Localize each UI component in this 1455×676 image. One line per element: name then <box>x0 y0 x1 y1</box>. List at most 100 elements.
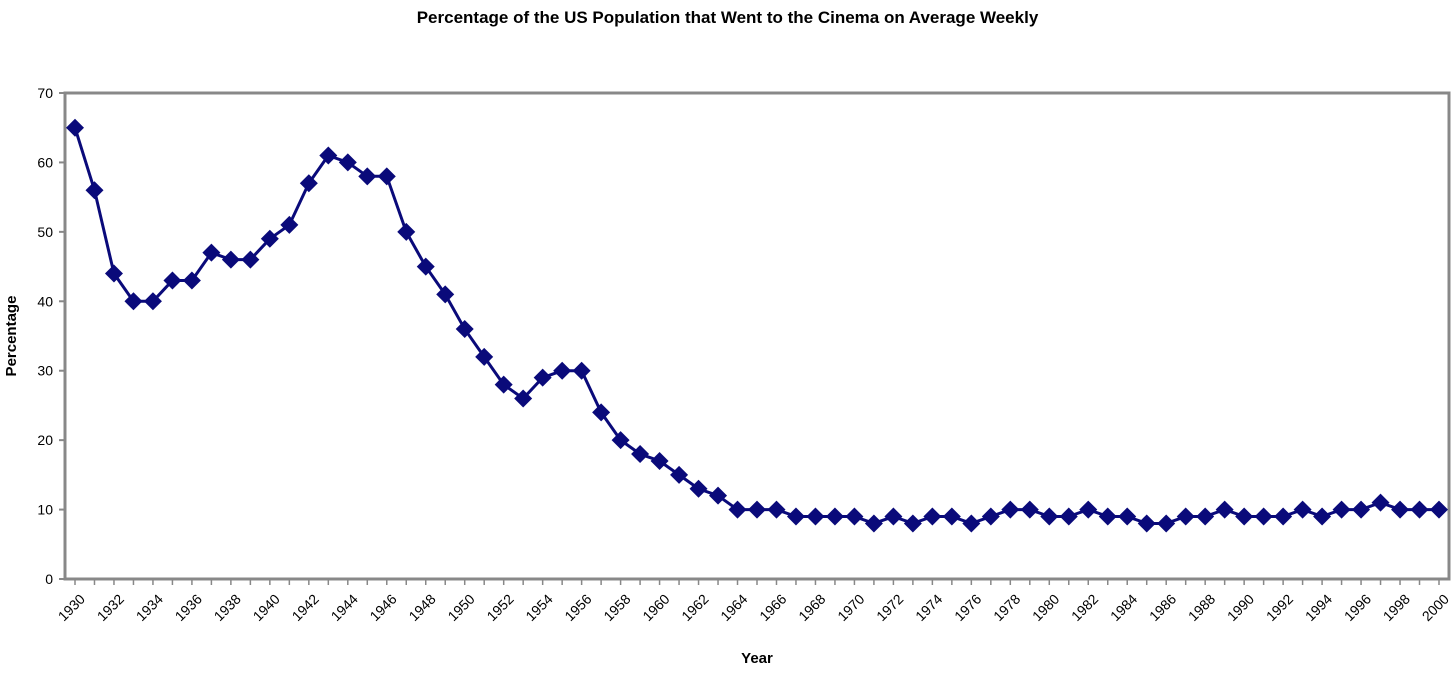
x-tick-label: 1948 <box>405 591 438 624</box>
data-point-marker <box>611 431 630 450</box>
data-point-marker <box>689 479 708 498</box>
data-point-marker <box>903 514 922 533</box>
y-tick-label: 50 <box>37 224 53 240</box>
data-point-marker <box>962 514 981 533</box>
data-point-marker <box>494 375 513 394</box>
x-tick-label: 2000 <box>1419 591 1452 624</box>
data-point-marker <box>806 507 825 526</box>
data-point-marker <box>1196 507 1215 526</box>
data-point-marker <box>1410 500 1429 519</box>
x-tick-label: 1954 <box>522 591 555 624</box>
data-point-marker <box>748 500 766 519</box>
data-point-marker <box>1059 507 1078 526</box>
data-point-marker <box>1137 514 1156 533</box>
y-tick-label: 30 <box>37 363 53 379</box>
data-point-marker <box>572 361 591 380</box>
data-point-marker <box>1215 500 1234 519</box>
data-point-marker <box>104 264 123 283</box>
data-point-marker <box>981 507 1000 526</box>
data-point-marker <box>825 507 844 526</box>
x-tick-label: 1936 <box>172 591 205 624</box>
data-point-marker <box>767 500 786 519</box>
y-tick-label: 0 <box>45 571 53 587</box>
series-line <box>73 127 1439 525</box>
data-point-marker <box>1157 514 1176 533</box>
data-point-marker <box>533 368 552 387</box>
data-point-marker <box>377 167 396 186</box>
x-tick-label: 1968 <box>795 591 828 624</box>
data-point-marker <box>124 292 143 311</box>
x-tick-label: 1994 <box>1302 591 1335 624</box>
x-tick-label: 1960 <box>639 591 672 624</box>
x-tick-label: 1942 <box>289 591 322 624</box>
x-tick-label: 1996 <box>1341 591 1374 624</box>
x-tick-label: 1930 <box>55 591 88 624</box>
data-point-marker <box>182 271 201 290</box>
data-point-marker <box>942 507 961 526</box>
data-point-marker <box>475 347 494 366</box>
chart-title: Percentage of the US Population that Wen… <box>416 8 1039 27</box>
y-axis-title: Percentage <box>3 296 20 377</box>
x-tick-label: 1982 <box>1068 591 1101 624</box>
data-point-marker <box>319 146 338 165</box>
x-tick-label: 1974 <box>912 591 945 624</box>
x-tick-label: 1970 <box>834 591 867 624</box>
x-axis: 1930 1932 1934 1936 1938 1940 1942 1944 1946 1948… <box>55 579 1452 624</box>
data-point-marker <box>455 320 474 339</box>
x-tick-label: 1992 <box>1263 591 1296 624</box>
x-tick-label: 1964 <box>717 591 750 624</box>
data-point-marker <box>1274 507 1293 526</box>
data-point-marker <box>1176 507 1195 526</box>
data-point-marker <box>1430 500 1448 519</box>
data-point-marker <box>728 500 747 519</box>
data-point-marker <box>923 507 942 526</box>
data-point-marker <box>241 250 260 269</box>
y-tick-label: 40 <box>37 293 53 309</box>
data-point-marker <box>1293 500 1312 519</box>
data-point-marker <box>1001 500 1020 519</box>
x-tick-label: 1984 <box>1107 591 1140 624</box>
x-axis-title: Year <box>741 650 773 667</box>
data-point-marker <box>670 465 689 484</box>
data-point-marker <box>786 507 805 526</box>
x-tick-label: 1988 <box>1185 591 1218 624</box>
x-tick-label: 1950 <box>444 591 477 624</box>
data-point-marker <box>338 153 357 172</box>
data-point-marker <box>1118 507 1137 526</box>
y-axis: 0 10 20 30 40 50 60 70 <box>37 85 65 587</box>
x-tick-label: 1932 <box>94 591 127 624</box>
y-tick-label: 60 <box>37 154 53 170</box>
x-tick-label: 1972 <box>873 591 906 624</box>
data-point-marker <box>553 361 572 380</box>
y-tick-label: 10 <box>37 502 53 518</box>
x-tick-label: 1980 <box>1029 591 1062 624</box>
x-tick-label: 1956 <box>561 591 594 624</box>
x-tick-label: 1990 <box>1224 591 1257 624</box>
data-point-marker <box>280 215 299 234</box>
x-tick-label: 1958 <box>600 591 633 624</box>
data-point-marker <box>1371 493 1390 512</box>
data-point-marker <box>592 403 611 422</box>
data-point-marker <box>260 229 279 248</box>
data-point-marker <box>1254 507 1273 526</box>
x-tick-label: 1986 <box>1146 591 1179 624</box>
y-tick-label: 70 <box>37 85 53 101</box>
data-point-marker <box>397 222 416 241</box>
data-point-marker <box>1332 500 1351 519</box>
data-point-marker <box>709 486 728 505</box>
data-point-marker <box>631 445 650 464</box>
x-tick-label: 1952 <box>483 591 516 624</box>
data-point-marker <box>66 118 84 137</box>
data-point-marker <box>416 257 435 276</box>
data-point-marker <box>884 507 903 526</box>
y-tick-label: 20 <box>37 432 53 448</box>
data-point-marker <box>1020 500 1039 519</box>
data-point-marker <box>299 174 318 193</box>
series-markers <box>66 118 1448 533</box>
data-point-marker <box>163 271 182 290</box>
x-tick-label: 1978 <box>990 591 1023 624</box>
data-point-marker <box>221 250 240 269</box>
x-tick-label: 1938 <box>211 591 244 624</box>
x-tick-label: 1940 <box>250 591 283 624</box>
